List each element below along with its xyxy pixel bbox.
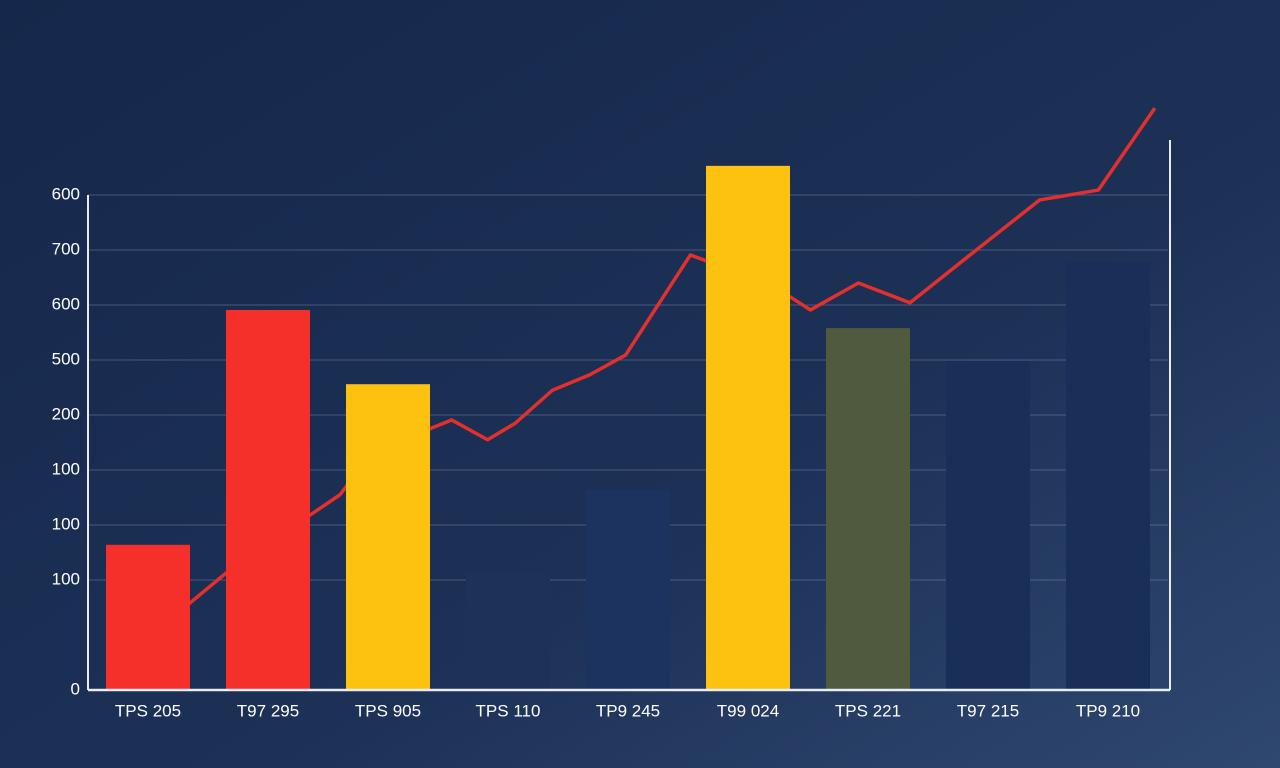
x-tick-label: TPS 221 xyxy=(835,701,901,720)
y-tick-label: 200 xyxy=(52,404,80,423)
x-tick-label: TP9 245 xyxy=(596,701,660,720)
y-tick-label: 0 xyxy=(71,679,80,698)
y-tick-label: 600 xyxy=(52,184,80,203)
x-tick-label: TP9 210 xyxy=(1076,701,1140,720)
bar xyxy=(706,165,790,691)
x-tick-label: TPS 905 xyxy=(355,701,421,720)
bar xyxy=(106,544,190,690)
y-tick-label: 500 xyxy=(52,349,80,368)
y-tick-label: 600 xyxy=(52,294,80,313)
bar xyxy=(466,572,550,690)
y-tick-label: 700 xyxy=(52,239,80,258)
x-tick-label: T97 295 xyxy=(237,701,299,720)
bar xyxy=(826,328,910,690)
bar xyxy=(226,309,310,690)
x-tick-label: TPS 205 xyxy=(115,701,181,720)
x-tick-label: T97 215 xyxy=(957,701,1019,720)
bar xyxy=(346,384,430,690)
bar xyxy=(586,489,670,690)
x-tick-label: TPS 110 xyxy=(476,701,541,720)
y-tick-label: 100 xyxy=(52,514,80,533)
y-tick-label: 100 xyxy=(52,569,80,588)
x-tick-label: T99 024 xyxy=(717,701,779,720)
bar xyxy=(946,361,1030,690)
trend-line xyxy=(184,107,1157,609)
bar xyxy=(1066,262,1150,690)
y-tick-label: 100 xyxy=(52,459,80,478)
